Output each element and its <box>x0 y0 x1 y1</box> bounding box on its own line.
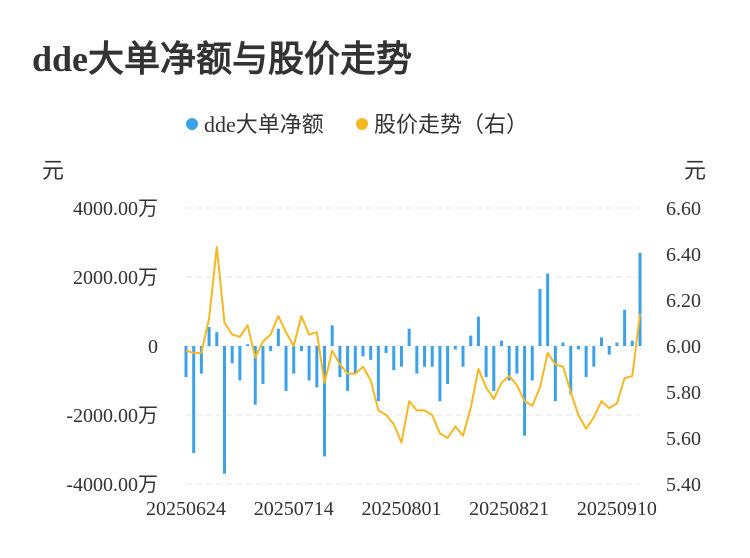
dde-bar <box>184 346 188 378</box>
dde-bar <box>584 346 588 378</box>
dde-bar <box>623 309 627 346</box>
dde-bar <box>507 346 511 381</box>
dde-bar <box>446 346 450 384</box>
dde-bar <box>261 346 265 384</box>
dde-bar <box>592 346 596 367</box>
dde-bar <box>269 346 273 352</box>
dde-bar <box>199 346 203 374</box>
dde-bar <box>346 346 350 391</box>
chart-title: dde大单净额与股价走势 <box>32 39 413 79</box>
dde-bar <box>207 327 211 346</box>
dde-bar <box>407 328 411 346</box>
dde-bar <box>338 346 342 378</box>
dde-bar <box>638 252 642 346</box>
x-tick-label: 20250624 <box>146 498 226 520</box>
dde-bar <box>600 337 604 346</box>
legend-dot-dde <box>186 118 198 130</box>
legend-label-price: 股价走势（右） <box>374 112 528 137</box>
dde-bar <box>438 346 442 402</box>
dde-bar <box>369 346 373 360</box>
dde-bar <box>615 342 619 346</box>
dde-bar <box>484 346 488 378</box>
x-tick-label: 20250714 <box>254 498 334 520</box>
right-tick-label: 6.00 <box>666 336 701 358</box>
x-tick-label: 20250821 <box>469 498 549 520</box>
dde-bar <box>292 346 296 374</box>
left-axis-unit: 元 <box>42 158 64 183</box>
dde-bar <box>607 346 611 355</box>
right-tick-label: 5.40 <box>666 474 701 496</box>
dde-bar <box>576 346 580 350</box>
x-axis-ticks: 20250624 20250714 20250801 20250821 20250910 <box>146 498 657 520</box>
x-tick-label: 20250910 <box>577 498 657 520</box>
dde-bar <box>546 273 550 346</box>
left-tick-label: 0 <box>148 336 158 358</box>
dde-bar <box>476 316 480 346</box>
dde-bar <box>423 346 427 367</box>
right-tick-label: 6.60 <box>666 198 701 220</box>
dde-bar <box>376 346 380 402</box>
dde-bar <box>323 346 327 457</box>
dde-bar <box>315 346 319 388</box>
price-line-group <box>185 246 641 444</box>
dde-bar <box>553 346 557 402</box>
dde-bar <box>392 346 396 371</box>
dde-bar <box>284 346 288 391</box>
price-line <box>185 246 641 444</box>
dde-bar <box>353 346 357 374</box>
dde-bar <box>230 346 234 364</box>
x-tick-label: 20250801 <box>361 498 441 520</box>
dde-bar <box>192 346 196 453</box>
legend-label-dde: dde大单净额 <box>204 112 324 137</box>
dde-bar <box>530 346 534 381</box>
dde-bar <box>276 328 280 346</box>
dde-bar <box>330 325 334 346</box>
right-axis-unit: 元 <box>684 158 706 183</box>
dde-bar <box>469 335 473 346</box>
left-tick-label: -2000.00万 <box>66 405 158 427</box>
left-tick-label: 2000.00万 <box>73 267 158 289</box>
dde-bar <box>307 346 311 381</box>
dde-bar <box>499 340 503 346</box>
dde-bar <box>299 346 303 352</box>
dde-bar <box>430 346 434 367</box>
right-tick-label: 6.40 <box>666 244 701 266</box>
dde-bar <box>492 346 496 391</box>
dde-bar <box>415 346 419 374</box>
right-axis-ticks: 6.60 6.40 6.20 6.00 5.80 5.60 5.40 <box>666 198 701 496</box>
dde-bar <box>215 332 219 346</box>
dde-bar <box>569 346 573 395</box>
right-tick-label: 5.60 <box>666 428 701 450</box>
legend: dde大单净额 股价走势（右） <box>186 112 528 137</box>
dde-bar <box>361 346 365 357</box>
dde-bar <box>561 342 565 346</box>
right-tick-label: 5.80 <box>666 382 701 404</box>
dde-bar <box>461 346 465 367</box>
dde-bars <box>184 252 642 474</box>
dde-bar <box>523 346 527 436</box>
dde-bar <box>515 346 519 374</box>
left-tick-label: -4000.00万 <box>66 474 158 496</box>
right-tick-label: 6.20 <box>666 290 701 312</box>
dde-bar <box>453 346 457 350</box>
left-axis-ticks: 4000.00万 2000.00万 0 -2000.00万 -4000.00万 <box>66 198 158 496</box>
legend-dot-price <box>356 118 368 130</box>
dde-bar <box>222 346 226 474</box>
dde-bar <box>399 346 403 367</box>
dde-bar <box>246 344 250 346</box>
dde-bar <box>253 346 257 405</box>
left-tick-label: 4000.00万 <box>73 198 158 220</box>
dde-bar <box>538 289 542 346</box>
dde-bar <box>630 340 634 346</box>
dde-bar <box>384 346 388 353</box>
dde-bar <box>238 346 242 381</box>
